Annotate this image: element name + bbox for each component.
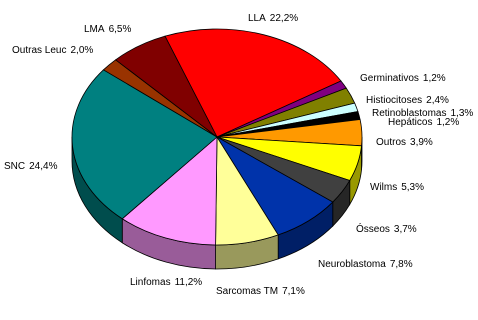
value-label: 3,7% — [394, 224, 417, 235]
value-label: 3,9% — [410, 137, 433, 148]
slice-label: SNC 24,4% — [4, 161, 58, 172]
value-label: 6,5% — [109, 24, 132, 35]
category-name: Sarcomas TM — [216, 286, 278, 297]
value-label: 7,1% — [282, 286, 305, 297]
slice-label: Neuroblastoma 7,8% — [318, 259, 413, 270]
value-label: 1,3% — [450, 108, 473, 119]
slice — [71, 69, 218, 220]
category-name: SNC — [4, 161, 25, 172]
slice-label: Sarcomas TM 7,1% — [216, 286, 305, 297]
slice-label: Linfomas 11,2% — [130, 277, 202, 288]
slice-label: Ósseos 3,7% — [356, 222, 417, 235]
slice-label: Wilms 5,3% — [370, 182, 424, 193]
value-label: 2,0% — [70, 45, 93, 56]
slice-label: Outros 3,9% — [376, 137, 433, 148]
slice-label: Outras Leuc 2,0% — [12, 45, 93, 56]
slice — [121, 136, 218, 246]
slice-label: Germinativos 1,2% — [360, 73, 446, 84]
slice — [164, 28, 342, 138]
slice-label: LLA 22,2% — [248, 13, 298, 24]
slice-label: Histiocitoses 2,4% — [366, 95, 449, 106]
value-label: 1,2% — [423, 73, 446, 84]
category-name: Outros — [376, 137, 406, 148]
category-name: Outras Leuc — [12, 45, 66, 56]
category-name: Germinativos — [360, 73, 419, 84]
category-name: LLA — [248, 13, 266, 24]
value-label: 11,2% — [175, 277, 203, 288]
value-label: 5,3% — [401, 182, 424, 193]
value-label: 1,2% — [436, 117, 459, 128]
category-name: Retinoblastomas — [372, 108, 446, 119]
category-name: Wilms — [370, 182, 397, 193]
category-name: LMA — [84, 24, 105, 35]
value-label: 7,8% — [390, 259, 413, 270]
slice-label: Retinoblastomas 1,3% — [372, 108, 473, 119]
value-label: 22,2% — [270, 13, 298, 24]
category-name: Hepáticos — [388, 117, 432, 128]
value-label: 2,4% — [426, 95, 449, 106]
category-name: Ósseos — [356, 222, 390, 235]
category-name: Linfomas — [130, 277, 171, 288]
value-label: 24,4% — [29, 161, 57, 172]
slice-label: LMA 6,5% — [84, 24, 131, 35]
category-name: Histiocitoses — [366, 95, 422, 106]
slice-label: Hepáticos 1,2% — [388, 117, 459, 128]
slice — [114, 35, 218, 138]
category-name: Neuroblastoma — [318, 259, 386, 270]
